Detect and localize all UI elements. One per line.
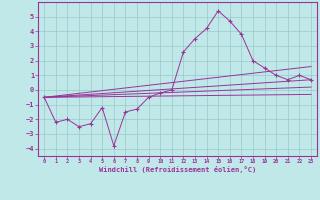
X-axis label: Windchill (Refroidissement éolien,°C): Windchill (Refroidissement éolien,°C)	[99, 166, 256, 173]
